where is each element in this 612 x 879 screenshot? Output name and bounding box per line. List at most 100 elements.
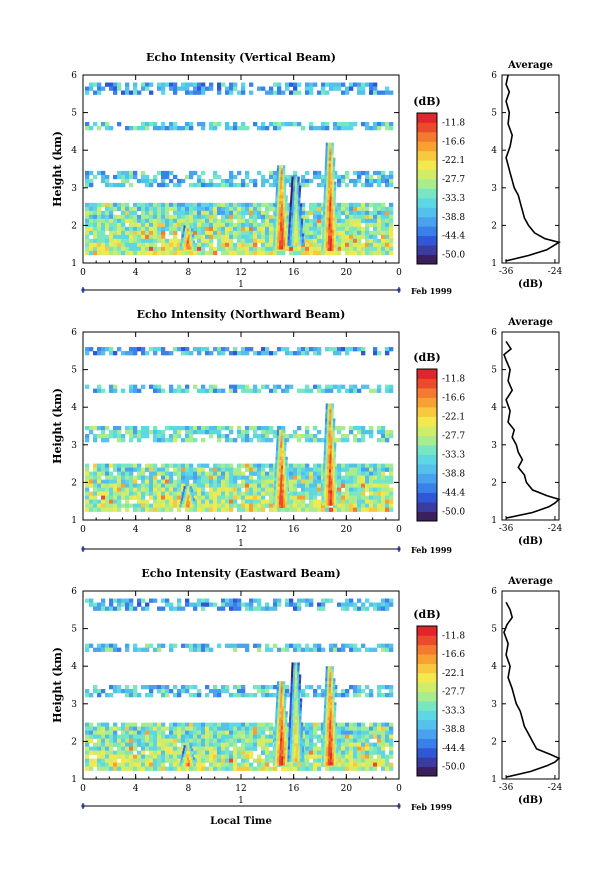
heatmap-cell — [177, 126, 181, 130]
heatmap-cell — [105, 239, 109, 243]
heatmap-cell — [105, 500, 109, 504]
heatmap-cell — [177, 488, 181, 492]
heatmap-cell — [205, 500, 209, 504]
heatmap-cell — [221, 500, 225, 504]
heatmap-cell — [285, 508, 289, 512]
heatmap-cell — [281, 648, 285, 652]
heatmap-cell — [121, 171, 125, 175]
heatmap-plume-cell — [276, 448, 278, 451]
heatmap-plume-cell — [328, 439, 330, 442]
heatmap-cell — [113, 492, 117, 496]
heatmap-cell — [185, 87, 189, 91]
heatmap-cell — [341, 83, 345, 87]
heatmap-cell — [293, 500, 297, 504]
heatmap-cell — [97, 203, 101, 207]
heatmap-cell — [333, 347, 337, 351]
heatmap-plume-cell — [278, 481, 280, 484]
heatmap-cell — [301, 488, 305, 492]
heatmap-cell — [217, 227, 221, 231]
heatmap-cell — [101, 468, 105, 472]
heatmap-cell — [345, 438, 349, 442]
heatmap-cell — [153, 231, 157, 235]
heatmap-cell — [201, 235, 205, 239]
heatmap-plume-cell — [323, 206, 325, 209]
heatmap-cell — [365, 743, 369, 747]
heatmap-cell — [89, 203, 93, 207]
heatmap-plume-cell — [336, 502, 338, 505]
heatmap-cell — [377, 215, 381, 219]
heatmap-cell — [169, 767, 173, 771]
heatmap-cell — [313, 496, 317, 500]
heatmap-cell — [385, 488, 389, 492]
heatmap-cell — [89, 763, 93, 767]
heatmap-cell — [157, 183, 161, 187]
heatmap-cell — [137, 476, 141, 480]
heatmap-cell — [109, 235, 113, 239]
heatmap-cell — [225, 183, 229, 187]
heatmap-cell — [145, 179, 149, 183]
heatmap-cell — [221, 763, 225, 767]
heatmap-plume-cell — [331, 206, 333, 209]
heatmap-cell — [189, 648, 193, 652]
heatmap-cell — [221, 351, 225, 355]
heatmap-cell — [349, 347, 353, 351]
heatmap-cell — [217, 430, 221, 434]
heatmap-cell — [209, 723, 213, 727]
heatmap-cell — [109, 739, 113, 743]
heatmap-cell — [369, 472, 373, 476]
heatmap-cell — [153, 723, 157, 727]
heatmap-cell — [85, 648, 89, 652]
heatmap-plume-cell — [189, 504, 191, 507]
heatmap-cell — [129, 207, 133, 211]
heatmap-cell — [201, 763, 205, 767]
heatmap-cell — [357, 215, 361, 219]
heatmap-cell — [269, 735, 273, 739]
heatmap-cell — [153, 389, 157, 393]
heatmap-cell — [241, 438, 245, 442]
heatmap-cell — [129, 231, 133, 235]
heatmap-cell — [213, 211, 217, 215]
heatmap-plume-cell — [326, 439, 328, 442]
heatmap-cell — [201, 464, 205, 468]
heatmap-plume-cell — [326, 230, 328, 233]
heatmap-cell — [217, 504, 221, 508]
heatmap-cell — [265, 91, 269, 95]
heatmap-cell — [125, 251, 129, 255]
heatmap-cell — [269, 743, 273, 747]
heatmap-cell — [381, 91, 385, 95]
heatmap-plume-cell — [182, 495, 184, 498]
heatmap-cell — [121, 183, 125, 187]
heatmap-cell — [365, 468, 369, 472]
heatmap-cell — [385, 223, 389, 227]
heatmap-cell — [265, 751, 269, 755]
heatmap-cell — [89, 508, 93, 512]
heatmap-cell — [205, 243, 209, 247]
heatmap-cell — [377, 693, 381, 697]
heatmap-cell — [89, 87, 93, 91]
heatmap-cell — [261, 126, 265, 130]
heatmap-cell — [249, 476, 253, 480]
heatmap-plume-cell — [187, 237, 189, 240]
heatmap-cell — [221, 211, 225, 215]
heatmap-plume-cell — [331, 203, 333, 206]
heatmap-plume-cell — [330, 493, 332, 496]
heatmap-cell — [293, 508, 297, 512]
heatmap-cell — [265, 743, 269, 747]
heatmap-cell — [105, 243, 109, 247]
heatmap-cell — [201, 231, 205, 235]
heatmap-plume-cell — [326, 406, 328, 409]
heatmap-plume-cell — [331, 155, 333, 158]
heatmap-cell — [365, 251, 369, 255]
heatmap-cell — [169, 743, 173, 747]
heatmap-cell — [341, 500, 345, 504]
heatmap-cell — [141, 385, 145, 389]
heatmap-cell — [249, 438, 253, 442]
heatmap-cell — [177, 207, 181, 211]
heatmap-cell — [85, 739, 89, 743]
heatmap-cell — [133, 755, 137, 759]
heatmap-cell — [161, 231, 165, 235]
heatmap-cell — [293, 171, 297, 175]
heatmap-plume-cell — [280, 219, 282, 222]
heatmap-plume-cell — [296, 237, 298, 240]
heatmap-cell — [185, 438, 189, 442]
